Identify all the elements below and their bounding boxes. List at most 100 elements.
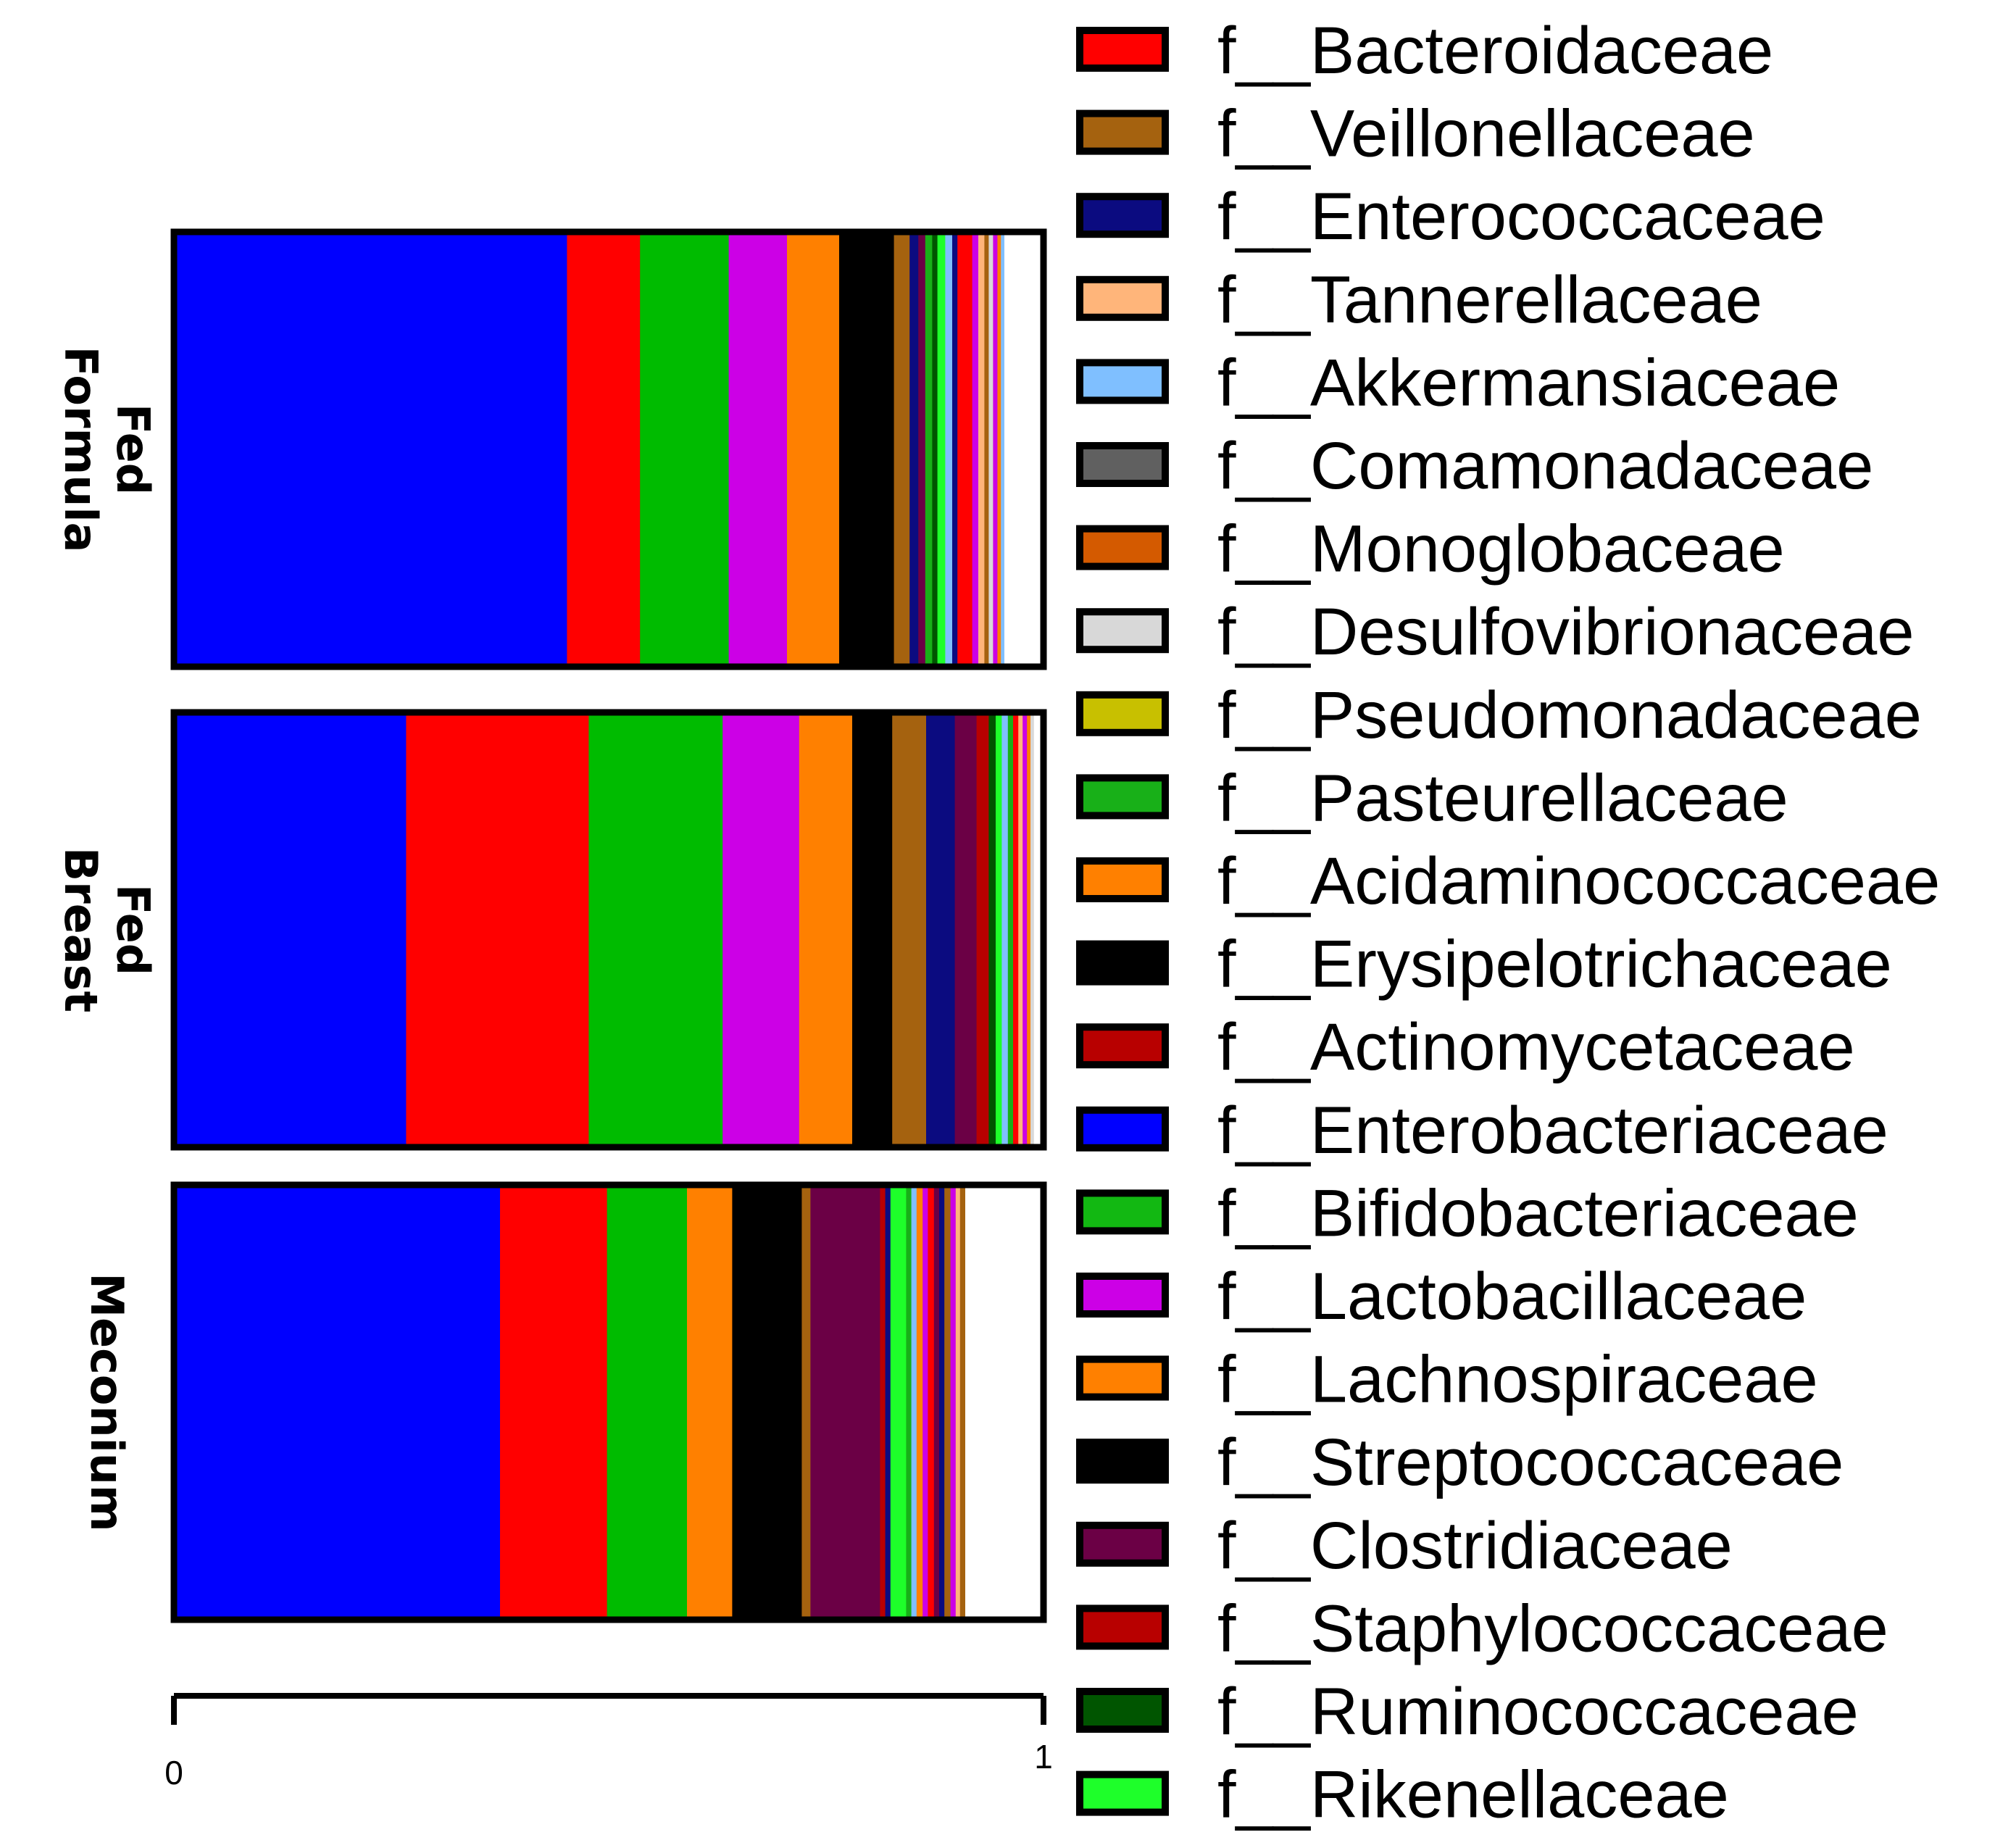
legend-item: f__Lachnospiraceae bbox=[1076, 1343, 1818, 1417]
bar-segment bbox=[916, 1185, 923, 1620]
legend-item: f__Comamonadaceae bbox=[1076, 429, 1873, 503]
bar-segment bbox=[1027, 712, 1031, 1147]
bar-segment bbox=[607, 1185, 688, 1620]
bar-segment bbox=[894, 232, 910, 667]
bar-segment bbox=[925, 232, 933, 667]
legend-label: f__Enterococcaceae bbox=[1217, 180, 1825, 254]
legend-swatch bbox=[1076, 1770, 1169, 1816]
bar-segment bbox=[1004, 232, 1036, 667]
legend-item: f__Streptococcaceae bbox=[1076, 1425, 1844, 1499]
legend-item: f__Bacteroidaceae bbox=[1076, 14, 1773, 88]
legend-swatch bbox=[1076, 109, 1169, 155]
legend-swatch bbox=[1076, 27, 1169, 72]
bar-segment bbox=[972, 232, 979, 667]
legend-item: f__Enterobacteriaceae bbox=[1076, 1094, 1888, 1168]
bar-segment bbox=[810, 1185, 880, 1620]
bar-segment bbox=[906, 1185, 912, 1620]
legend-label: f__Ruminococcaceae bbox=[1217, 1675, 1859, 1749]
bar-segment bbox=[500, 1185, 608, 1620]
bar-segment bbox=[722, 712, 800, 1147]
legend-item: f__Pseudomonadaceae bbox=[1076, 678, 1922, 752]
bar-segment bbox=[839, 232, 895, 667]
legend-label: f__Lachnospiraceae bbox=[1217, 1343, 1818, 1417]
bar-segment bbox=[406, 712, 589, 1147]
legend-label: f__Desulfovibrionaceae bbox=[1217, 595, 1915, 669]
bar-segment bbox=[1001, 232, 1005, 667]
category-label-line: Breast bbox=[54, 847, 107, 1012]
bars-layer bbox=[170, 228, 1047, 1623]
category-label: BreastFed bbox=[54, 847, 159, 1012]
legend-item: f__Veillonellaceae bbox=[1076, 97, 1755, 171]
legend-label: f__Pasteurellaceae bbox=[1217, 761, 1788, 835]
bar-0 bbox=[170, 228, 1047, 670]
legend-swatch bbox=[1076, 1355, 1169, 1401]
bar-segment bbox=[955, 1185, 961, 1620]
legend-item: f__Ruminococcaceae bbox=[1076, 1675, 1859, 1749]
legend-label: f__Enterobacteriaceae bbox=[1217, 1094, 1888, 1168]
bar-segment bbox=[174, 712, 407, 1147]
legend-swatch bbox=[1076, 774, 1169, 820]
legend-swatch bbox=[1076, 857, 1169, 902]
legend-item: f__Clostridiaceae bbox=[1076, 1509, 1733, 1583]
bar-segment bbox=[1018, 712, 1023, 1147]
bar-segment bbox=[950, 1185, 957, 1620]
bar-segment bbox=[799, 712, 853, 1147]
bar-segment bbox=[976, 712, 989, 1147]
legend-item: f__Acidaminococcaceae bbox=[1076, 844, 1940, 918]
bar-segment bbox=[928, 1185, 935, 1620]
bar-segment bbox=[997, 232, 1001, 667]
category-label-line: Fed bbox=[107, 404, 159, 495]
bar-segment bbox=[939, 1185, 945, 1620]
legend-item: f__Desulfovibrionaceae bbox=[1076, 595, 1915, 669]
bar-segment bbox=[952, 232, 958, 667]
bar-frame bbox=[170, 228, 1047, 670]
category-label-line: Fed bbox=[107, 884, 159, 975]
legend-label: f__Erysipelotrichaceae bbox=[1217, 928, 1892, 1002]
legend-label: f__Comamonadaceae bbox=[1217, 429, 1873, 503]
legend-item: f__Pasteurellaceae bbox=[1076, 761, 1788, 835]
bar-segment bbox=[687, 1185, 733, 1620]
legend-swatch bbox=[1076, 1439, 1169, 1484]
bar-segment bbox=[567, 232, 641, 667]
bar-segment bbox=[892, 712, 927, 1147]
bar-segment bbox=[880, 1185, 886, 1620]
legend-item: f__Erysipelotrichaceae bbox=[1076, 928, 1892, 1002]
bar-segment bbox=[1022, 712, 1028, 1147]
legend-swatch bbox=[1076, 1106, 1169, 1152]
legend-swatch bbox=[1076, 1688, 1169, 1733]
x-tick-label: 1 bbox=[1034, 1738, 1053, 1776]
bar-segment bbox=[911, 1185, 917, 1620]
bar-segment bbox=[787, 232, 840, 667]
bar-segment bbox=[728, 232, 788, 667]
legend-label: f__Pseudomonadaceae bbox=[1217, 678, 1922, 752]
legend-label: f__Bifidobacteriaceae bbox=[1217, 1176, 1859, 1250]
bar-segment bbox=[988, 712, 996, 1147]
legend: f__Bacteroidaceae f__Veillonellaceae f__En… bbox=[1076, 14, 1940, 1832]
legend-label: f__Lactobacillaceae bbox=[1217, 1260, 1807, 1333]
legend-item: f__Enterococcaceae bbox=[1076, 180, 1825, 254]
legend-item: f__Bifidobacteriaceae bbox=[1076, 1176, 1859, 1250]
bar-segment bbox=[926, 712, 956, 1147]
bar-segment bbox=[1007, 712, 1014, 1147]
legend-label: f__Rikenellaceae bbox=[1217, 1758, 1729, 1832]
legend-swatch bbox=[1076, 691, 1169, 736]
legend-label: f__Tannerellaceae bbox=[1217, 263, 1762, 337]
legend-label: f__Monoglobaceae bbox=[1217, 512, 1785, 586]
bar-segment bbox=[945, 232, 953, 667]
bar-segment bbox=[937, 232, 946, 667]
x-tick-label: 0 bbox=[164, 1754, 183, 1791]
legend-swatch bbox=[1076, 608, 1169, 654]
bar-2 bbox=[170, 1181, 1047, 1623]
legend-label: f__Akkermansiaceae bbox=[1217, 346, 1840, 420]
bar-segment bbox=[852, 712, 893, 1147]
bar-segment bbox=[933, 1185, 940, 1620]
legend-swatch bbox=[1076, 275, 1169, 321]
bar-segment bbox=[988, 232, 994, 667]
bar-segment bbox=[1001, 712, 1009, 1147]
legend-item: f__Actinomycetaceae bbox=[1076, 1010, 1855, 1084]
bar-1 bbox=[170, 709, 1047, 1151]
legend-swatch bbox=[1076, 359, 1169, 404]
